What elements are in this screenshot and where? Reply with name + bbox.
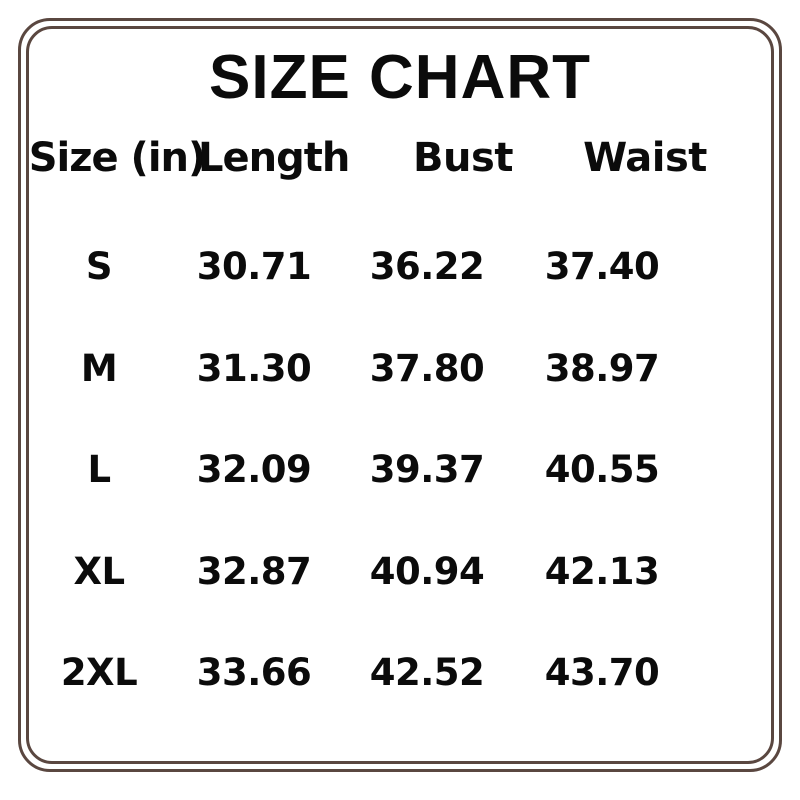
column-header-length: Length [198,135,350,181]
cell-waist: 38.97 [544,347,660,390]
cell-bust: 42.52 [369,651,485,694]
cell-size: M [80,347,118,390]
cell-length: 32.87 [196,550,312,593]
cell-size: XL [73,550,125,593]
cell-bust: 37.80 [369,347,485,390]
cell-waist: 43.70 [544,651,660,694]
page-title: SIZE CHART [209,43,591,112]
cell-waist: 40.55 [544,448,660,491]
cell-length: 33.66 [196,651,312,694]
cell-bust: 39.37 [369,448,485,491]
table-row: XL 32.87 40.94 42.13 [40,543,760,601]
column-header-waist: Waist [583,135,707,181]
cell-length: 31.30 [196,347,312,390]
table-row: M 31.30 37.80 38.97 [40,340,760,398]
table-row: L 32.09 39.37 40.55 [40,441,760,499]
cell-length: 32.09 [196,448,312,491]
cell-size: L [87,448,111,491]
cell-size: 2XL [60,651,138,694]
cell-waist: 37.40 [544,245,660,288]
cell-length: 30.71 [196,245,312,288]
cell-size: S [85,245,113,288]
table-row: 2XL 33.66 42.52 43.70 [40,644,760,702]
cell-bust: 40.94 [369,550,485,593]
size-table: Size (in) Length Bust Waist S 30.71 36.2… [29,126,760,726]
table-header-row: Size (in) Length Bust Waist [29,126,760,190]
table-row: S 30.71 36.22 37.40 [40,238,760,296]
column-header-bust: Bust [413,135,513,181]
column-header-size: Size (in) [28,135,207,181]
cell-bust: 36.22 [369,245,485,288]
cell-waist: 42.13 [544,550,660,593]
